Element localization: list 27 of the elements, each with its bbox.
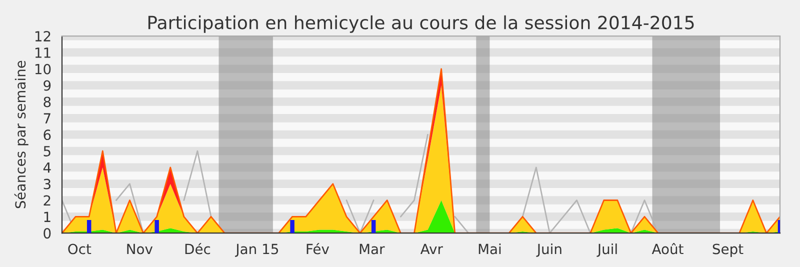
y-tick-label: 3 [44,178,50,190]
x-tick-label: Jan 15 [235,244,278,257]
y-tick-label: 8 [44,96,51,108]
y-tick-label: 1 [44,212,50,222]
x-tick-label: Avr [420,244,443,254]
x-tick-label: Mar [360,244,385,254]
x-tick-label: Août [652,242,684,254]
x-tick-label: Mai [478,244,501,254]
x-tick-label: Fév [306,242,330,254]
chart-title: Participation en hemicycle au cours de la session 2014-2015 [148,15,694,33]
y-tick-label: 4 [43,162,51,173]
y-tick-label: 12 [35,31,50,42]
y-tick-label: 6 [44,130,51,140]
y-tick-label: 9 [44,80,51,91]
y-tick-label: 10 [35,64,51,74]
y-tick-label: 0 [44,228,51,239]
x-tick-label: Déc [185,242,210,254]
y-tick-label: 7 [44,113,50,124]
x-tick-label: Nov [127,244,153,254]
y-tick-label: 11 [35,48,50,58]
x-tick-label: Juin [536,244,562,257]
y-tick-label: 5 [44,146,50,156]
y-axis-title: Séances par semaine [14,60,28,208]
x-tick-label: Oct [68,244,92,254]
y-tick-label: 2 [44,195,50,206]
x-tick-label: Juil [596,244,617,257]
x-tick-label: Sept [712,244,744,257]
